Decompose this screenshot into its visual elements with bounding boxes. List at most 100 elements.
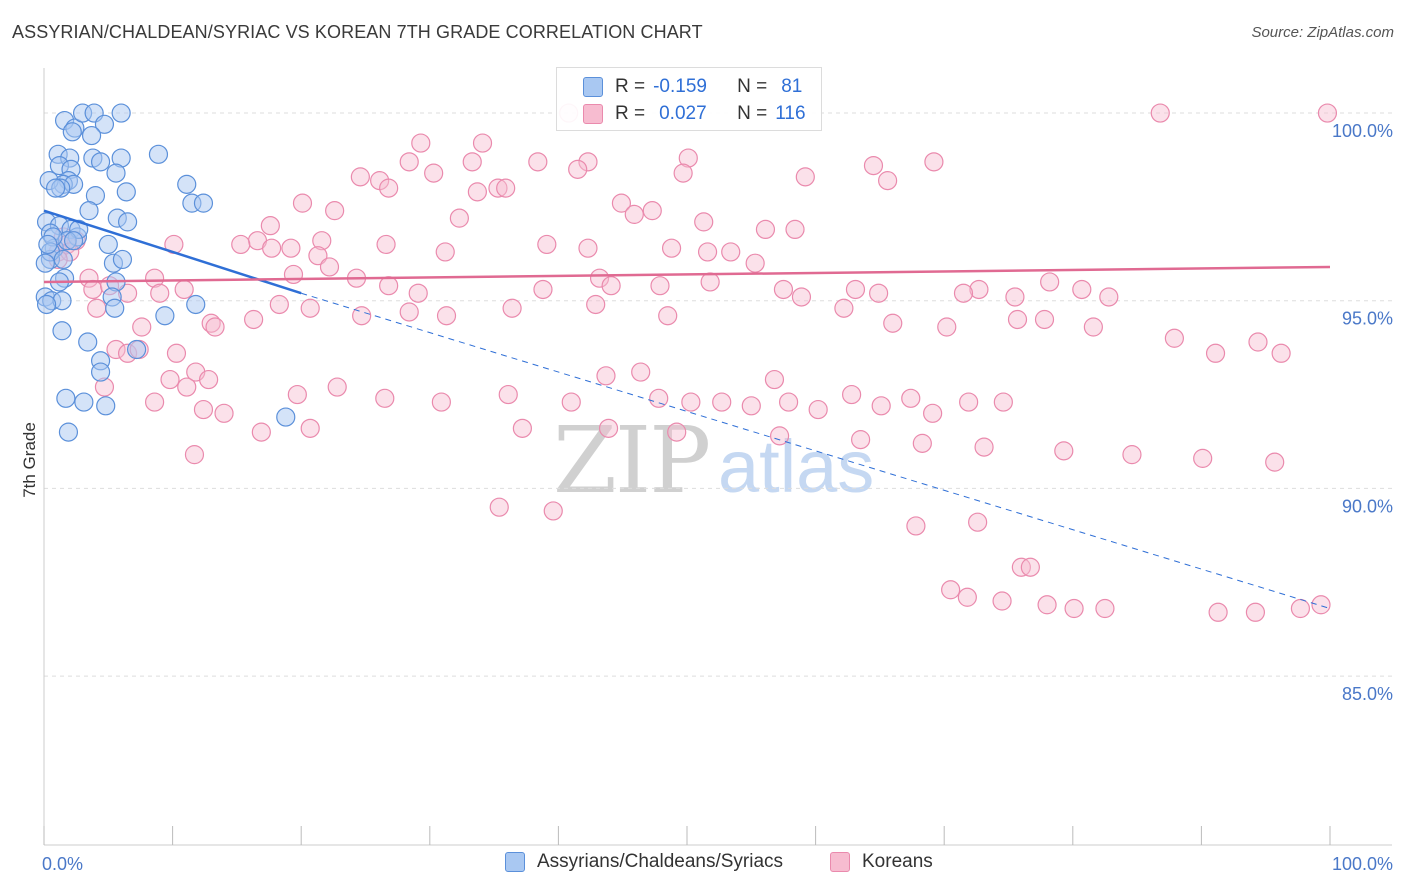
korean-point (1164, 328, 1184, 348)
korean-point (1245, 602, 1266, 622)
assyrian-point (96, 396, 116, 416)
legend-r-label: R = (615, 103, 646, 124)
series-swatch-blue (505, 852, 525, 872)
korean-point (205, 317, 225, 337)
korean-point (1020, 557, 1040, 577)
watermark-atlas: atlas (718, 425, 874, 508)
korean-point (1005, 287, 1025, 307)
korean-point (808, 399, 828, 420)
korean-point (435, 242, 455, 262)
korean-point (681, 392, 701, 412)
korean-point (449, 208, 469, 228)
assyrian-point (116, 182, 136, 202)
korean-point (496, 178, 516, 198)
korean-point (300, 298, 320, 318)
assyrian-point (63, 231, 84, 251)
korean-point (201, 313, 221, 333)
korean-point (472, 133, 493, 153)
korean-point (1311, 595, 1331, 615)
assyrian-point (81, 125, 102, 146)
korean-point (845, 279, 866, 300)
korean-point (1122, 445, 1142, 465)
assyrian-point (53, 249, 73, 270)
korean-point (269, 294, 289, 315)
korean-point (906, 516, 926, 536)
series-label-korean: Koreans (862, 851, 933, 872)
korean-point (578, 152, 598, 172)
korean-point (596, 366, 616, 386)
korean-point (498, 384, 518, 405)
korean-point (598, 418, 619, 438)
chart-title: ASSYRIAN/CHALDEAN/SYRIAC VS KOREAN 7TH G… (12, 22, 703, 42)
source-label: Source: ZipAtlas.com (1251, 24, 1394, 41)
korean-point (667, 422, 687, 442)
assyrian-point (94, 114, 115, 134)
korean-point (83, 279, 103, 300)
legend-row-korean: R = 0.027 N = 116 (557, 100, 806, 128)
korean-point (1007, 309, 1028, 330)
korean-point (1037, 595, 1057, 615)
korean-point (184, 445, 205, 465)
korean-point (642, 201, 662, 221)
korean-point (923, 403, 943, 423)
legend-n-label: N = (737, 103, 768, 124)
axes (43, 68, 1392, 846)
korean-point (764, 369, 785, 390)
korean-point (1054, 441, 1074, 461)
korean-point (87, 298, 107, 318)
assyrian-point (38, 234, 58, 255)
korean-point (694, 212, 714, 232)
korean-point (785, 219, 805, 240)
assyrian-point (126, 339, 147, 360)
assyrian-point (62, 122, 82, 142)
assyrian-point (112, 249, 133, 270)
korean-point (650, 276, 670, 296)
y-tick-label: 90.0% (1342, 496, 1393, 516)
korean-point (712, 392, 732, 412)
assyrian-point (98, 234, 118, 255)
legend-row-assyrian: R = -0.159 N = 81 (557, 73, 802, 101)
y-tick-label: 100.0% (1332, 121, 1393, 141)
korean-point (1193, 448, 1213, 468)
assyrian-trend-extension (301, 292, 1331, 609)
korean-point (319, 257, 340, 277)
korean-point (624, 204, 644, 224)
korean-point (214, 403, 234, 423)
korean-point (262, 238, 282, 258)
assyrian-point (58, 422, 79, 442)
korean-point (543, 501, 563, 521)
korean-point (408, 283, 428, 303)
assyrian-point (105, 298, 125, 318)
series-swatch-pink (830, 852, 850, 872)
korean-point (561, 392, 581, 412)
korean-point (144, 268, 165, 288)
assyrian-point (155, 306, 175, 326)
korean-point (287, 384, 307, 405)
assyrian-point (45, 178, 66, 198)
korean-point (924, 152, 944, 172)
korean-point (883, 313, 903, 333)
korean-point (968, 512, 988, 532)
korean-point (649, 388, 669, 408)
korean-point (842, 384, 862, 405)
legend-r-label: R = (615, 76, 646, 97)
korean-point (352, 306, 372, 326)
y-tick-label: 95.0% (1342, 309, 1393, 329)
korean-point (941, 580, 961, 600)
assyrian-point (186, 294, 206, 315)
legend-n-value: 81 (781, 76, 803, 97)
x-tick-label: 100.0% (1332, 854, 1393, 874)
korean-point (260, 216, 280, 236)
korean-point (678, 148, 698, 168)
korean-point (132, 317, 152, 337)
korean-point (969, 279, 989, 300)
assyrian-point (36, 294, 57, 315)
korean-point (251, 422, 271, 442)
korean-point (851, 430, 871, 450)
korean-point (700, 272, 720, 292)
assyrian-point (79, 201, 99, 221)
series-label-assyrian: Assyrians/Chaldeans/Syriacs (537, 851, 784, 872)
korean-point (300, 418, 320, 438)
korean-point (160, 369, 180, 390)
korean-point (745, 253, 765, 273)
